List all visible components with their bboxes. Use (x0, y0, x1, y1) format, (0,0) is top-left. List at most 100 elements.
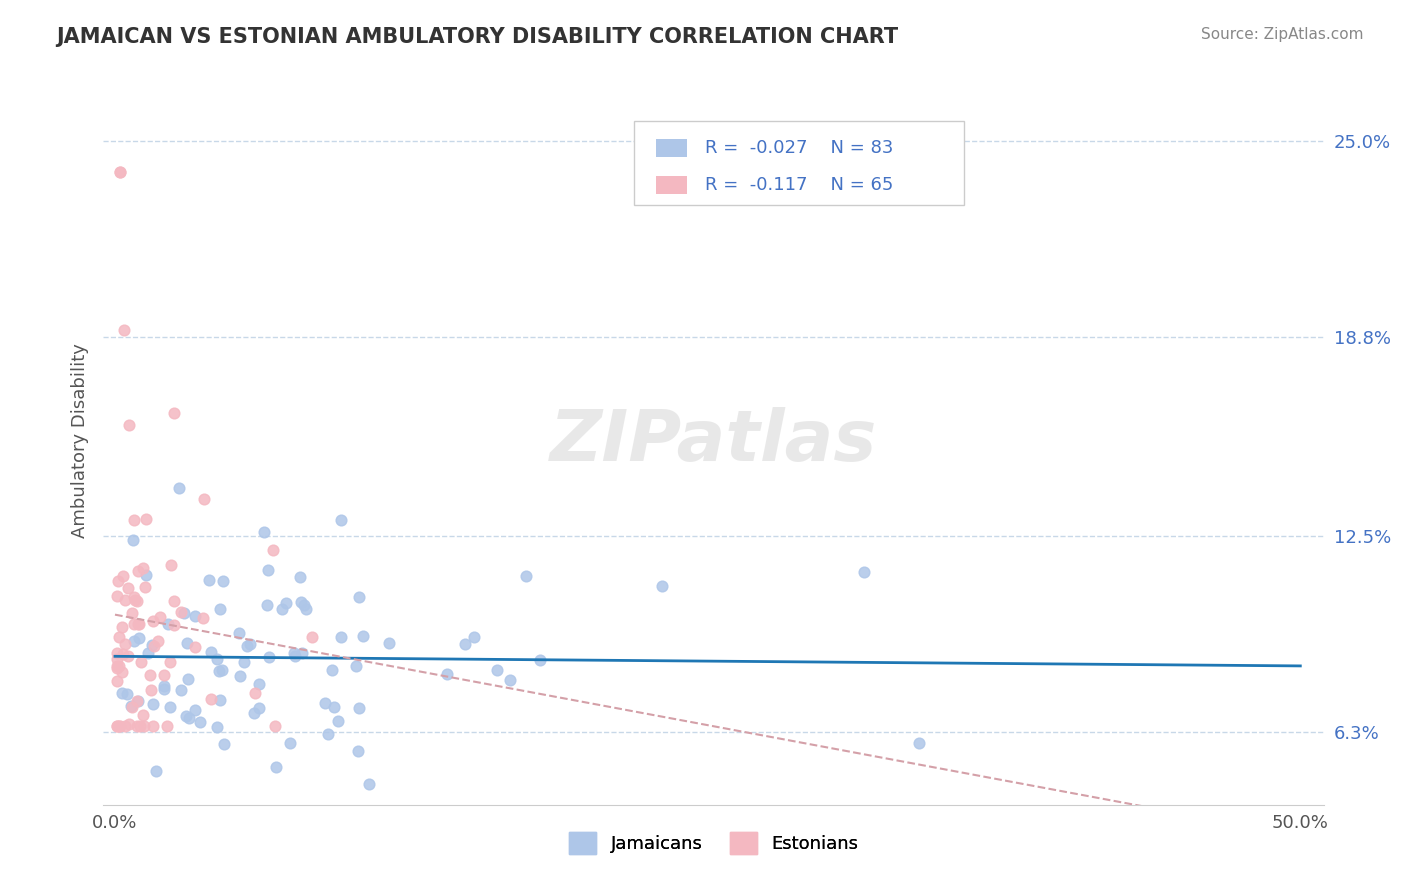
Jamaicans (853, 566, 876, 580)
Jamaicans (228, 626, 250, 640)
Legend: Jamaicans, Estonians: Jamaicans, Estonians (562, 824, 865, 861)
Text: ZIPatlas: ZIPatlas (550, 407, 877, 475)
Jamaicans (173, 607, 195, 621)
Point (118, 418, 141, 433)
Jamaicans (352, 629, 374, 643)
Estonians (107, 574, 129, 588)
Jamaicans (436, 666, 458, 681)
Text: R =  -0.117    N = 65: R = -0.117 N = 65 (704, 176, 893, 194)
Jamaicans (122, 634, 145, 648)
Jamaicans (236, 640, 259, 654)
Jamaicans (243, 706, 266, 720)
Estonians (162, 406, 184, 420)
Estonians (131, 561, 153, 575)
Estonians (135, 512, 157, 526)
Point (108, 165, 131, 179)
Jamaicans (122, 533, 145, 548)
Jamaicans (200, 645, 222, 659)
Jamaicans (344, 659, 367, 673)
Jamaicans (207, 652, 229, 666)
Jamaicans (141, 638, 163, 652)
Jamaicans (278, 736, 301, 750)
Estonians (184, 640, 207, 654)
Jamaicans (188, 715, 211, 730)
Text: Source: ZipAtlas.com: Source: ZipAtlas.com (1201, 27, 1364, 42)
Estonians (105, 659, 128, 673)
Estonians (152, 668, 174, 682)
Estonians (127, 594, 149, 608)
Jamaicans (283, 646, 305, 660)
Jamaicans (183, 703, 205, 717)
Jamaicans (259, 650, 281, 665)
Jamaicans (177, 711, 200, 725)
Estonians (118, 716, 141, 731)
Estonians (301, 630, 323, 644)
Estonians (142, 718, 165, 732)
Estonians (193, 492, 215, 507)
Jamaicans (127, 694, 149, 708)
Jamaicans (276, 596, 298, 610)
Estonians (125, 718, 148, 732)
Jamaicans (257, 563, 280, 577)
Jamaicans (198, 574, 221, 588)
Jamaicans (316, 726, 339, 740)
Jamaicans (323, 700, 346, 714)
Jamaicans (174, 709, 197, 723)
Estonians (111, 665, 134, 679)
Jamaicans (485, 663, 508, 677)
Estonians (243, 686, 266, 700)
Jamaicans (170, 683, 193, 698)
Jamaicans (347, 701, 370, 715)
Jamaicans (239, 637, 262, 651)
Estonians (128, 617, 150, 632)
Estonians (105, 718, 128, 732)
Estonians (107, 631, 129, 645)
Jamaicans (128, 632, 150, 646)
Estonians (170, 605, 193, 619)
Jamaicans (290, 570, 312, 584)
Estonians (108, 165, 131, 179)
Estonians (132, 708, 155, 723)
Jamaicans (271, 602, 294, 616)
Estonians (143, 640, 166, 654)
Estonians (132, 718, 155, 732)
Jamaicans (208, 665, 231, 679)
Jamaicans (377, 636, 399, 650)
Jamaicans (159, 700, 181, 714)
Text: JAMAICAN VS ESTONIAN AMBULATORY DISABILITY CORRELATION CHART: JAMAICAN VS ESTONIAN AMBULATORY DISABILI… (56, 27, 898, 46)
Jamaicans (291, 646, 314, 660)
Jamaicans (295, 602, 318, 616)
Estonians (124, 592, 146, 607)
Estonians (139, 683, 162, 698)
Jamaicans (145, 764, 167, 778)
Jamaicans (142, 697, 165, 711)
Jamaicans (499, 673, 522, 687)
Estonians (128, 718, 150, 732)
Jamaicans (454, 637, 477, 651)
FancyBboxPatch shape (634, 121, 965, 204)
FancyBboxPatch shape (657, 176, 686, 194)
Estonians (117, 581, 139, 595)
Estonians (107, 718, 129, 732)
Estonians (159, 656, 181, 670)
Jamaicans (256, 598, 278, 612)
Jamaicans (349, 591, 371, 605)
Jamaicans (229, 669, 252, 683)
Jamaicans (153, 681, 176, 696)
Jamaicans (211, 663, 233, 677)
Estonians (262, 543, 284, 558)
Jamaicans (214, 737, 236, 751)
Estonians (193, 611, 215, 625)
Estonians (127, 693, 149, 707)
Jamaicans (120, 698, 142, 713)
Jamaicans (152, 680, 174, 694)
Jamaicans (314, 696, 336, 710)
Jamaicans (233, 655, 256, 669)
Estonians (111, 647, 134, 661)
Estonians (129, 655, 152, 669)
Jamaicans (292, 599, 315, 613)
Estonians (160, 558, 183, 572)
Estonians (163, 593, 186, 607)
Jamaicans (183, 608, 205, 623)
Jamaicans (167, 482, 190, 496)
